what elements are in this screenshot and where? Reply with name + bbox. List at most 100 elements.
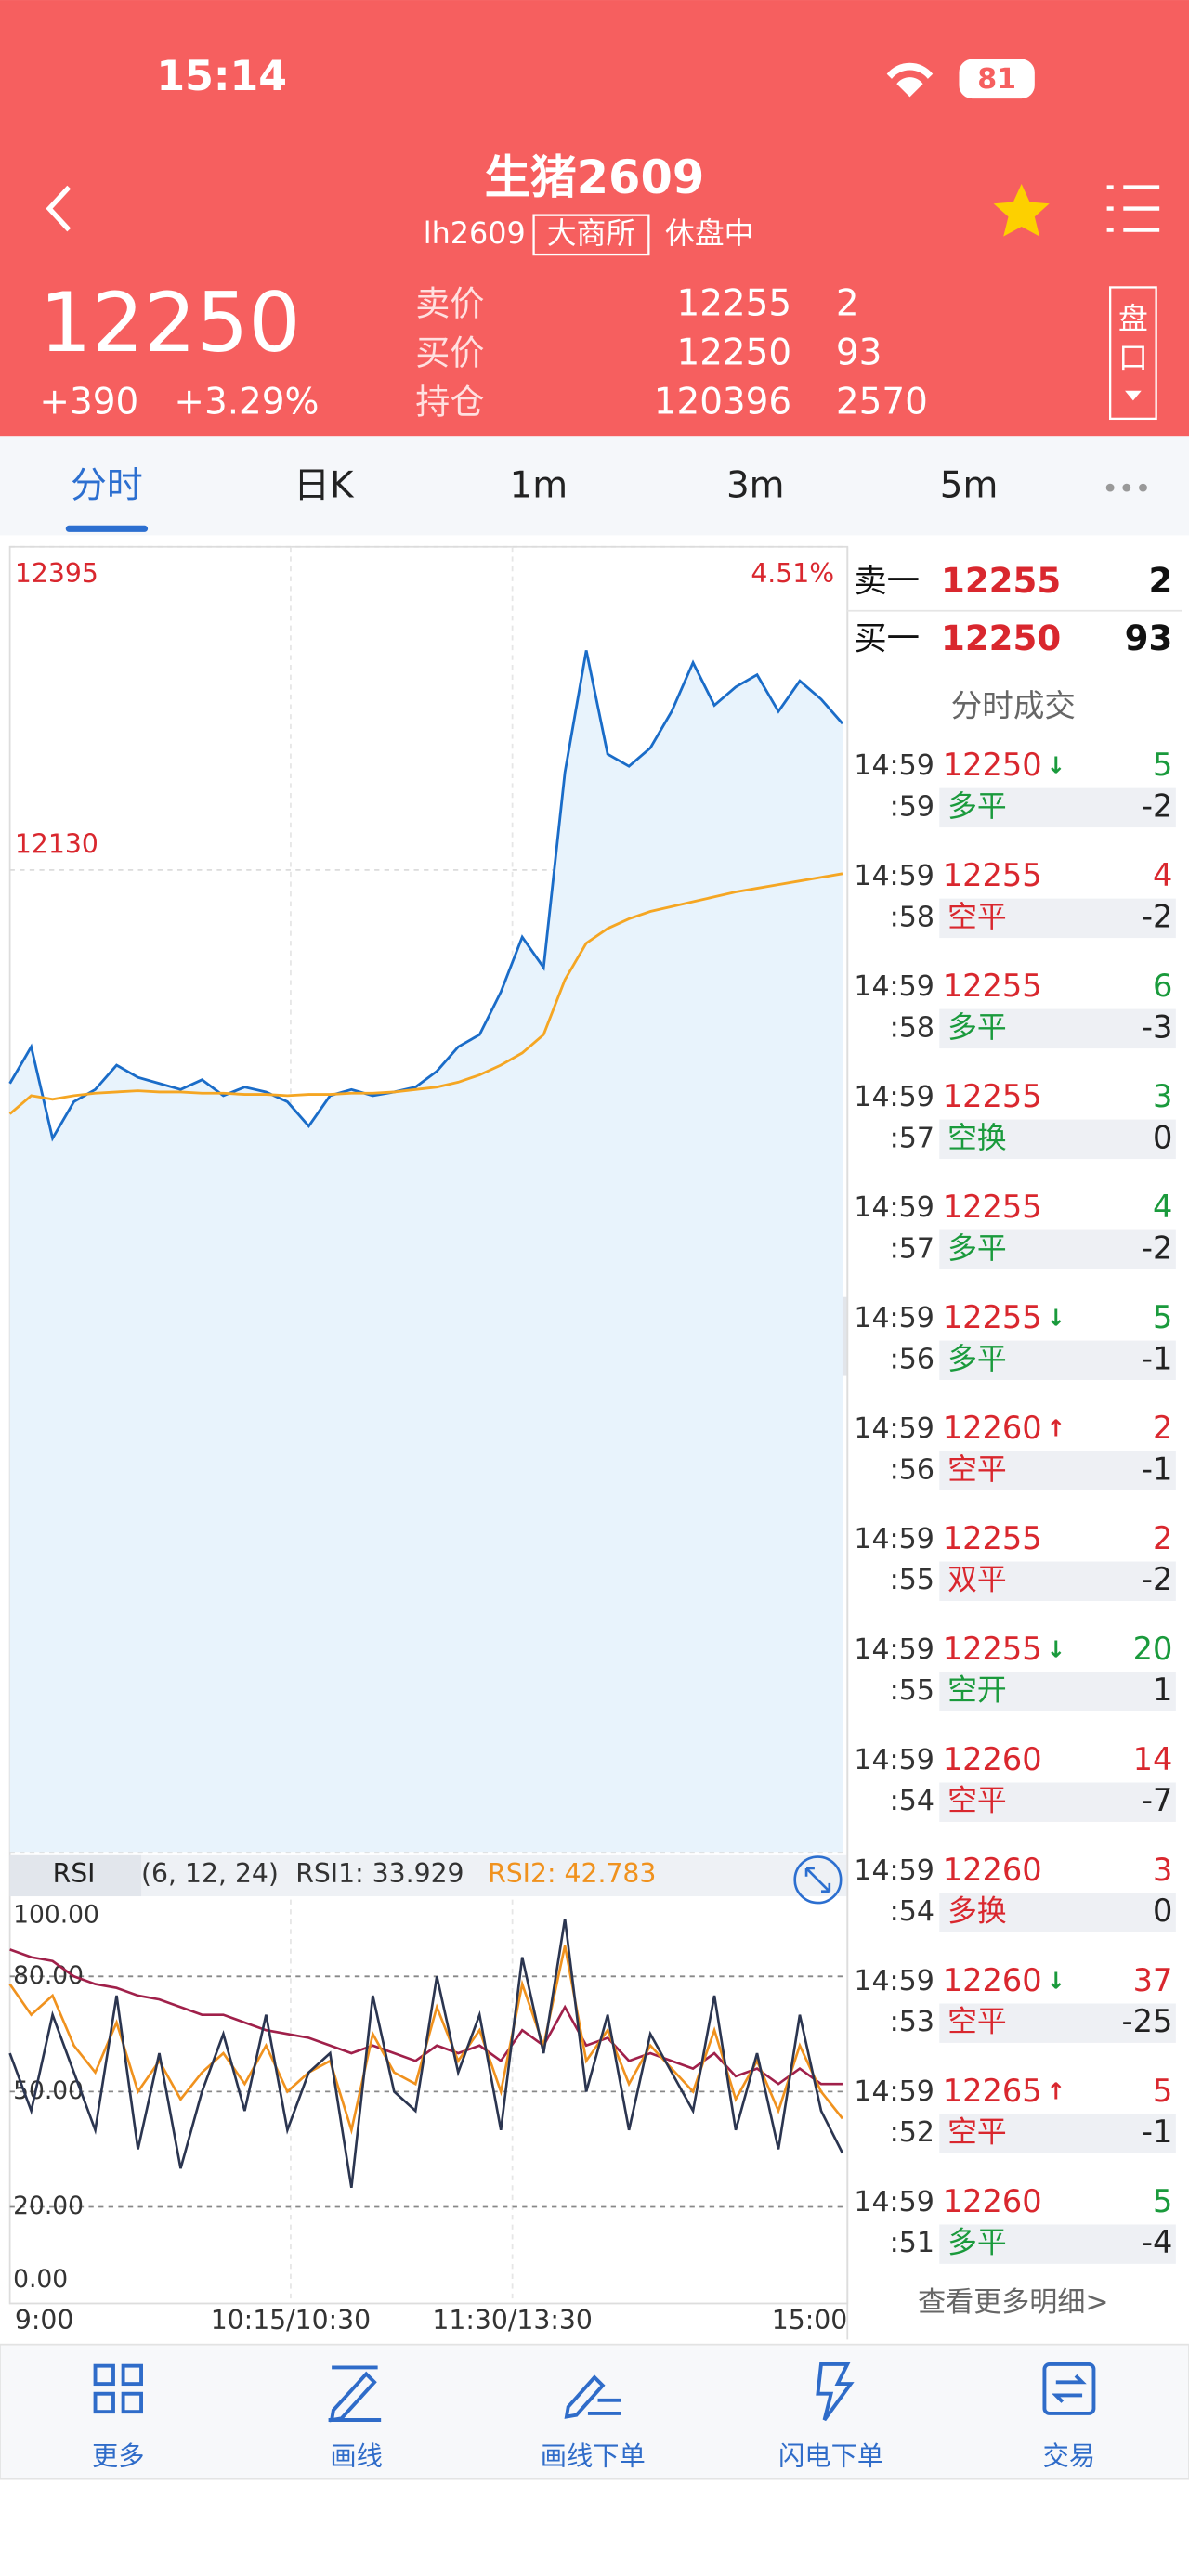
- title: 生猪2609: [485, 150, 705, 204]
- trade-row-bg: [939, 787, 1176, 828]
- panel-button-label: 盘: [1118, 301, 1148, 336]
- quote-value: 120396: [654, 381, 791, 423]
- trade-type: 空平: [947, 2114, 1007, 2150]
- rsi-readout: RSI2: 42.783: [488, 1858, 656, 1889]
- trade-time: 14:59: [854, 749, 934, 782]
- tab[interactable]: 分时: [71, 465, 143, 507]
- menu-button[interactable]: [1106, 185, 1160, 232]
- favorite-star[interactable]: [993, 184, 1050, 237]
- trade-volume: 37: [1133, 1962, 1173, 1998]
- trade-volume: 5: [1153, 747, 1172, 783]
- trade-second: :55: [890, 1564, 934, 1596]
- trade-type: 多平: [947, 2225, 1007, 2260]
- market-state: 休盘中: [665, 215, 753, 251]
- trade-volume: 2: [1153, 1520, 1172, 1556]
- trade-price: 12260: [943, 1410, 1042, 1446]
- trade-price: 12255: [943, 1520, 1042, 1556]
- tab[interactable]: 1m: [510, 465, 568, 507]
- pct-label: 4.51%: [751, 558, 834, 589]
- trade-type: 多换: [947, 1893, 1007, 1929]
- trade-volume: 3: [1153, 1852, 1172, 1888]
- rsi-tick-label: 20.00: [13, 2192, 84, 2220]
- trade-arrow: ↓: [1046, 752, 1065, 779]
- panel-arrow: [1125, 390, 1142, 401]
- trade-time: 14:59: [854, 1744, 934, 1776]
- nav-item[interactable]: 更多: [92, 2441, 145, 2472]
- trade-time: 14:59: [854, 1191, 934, 1224]
- tab[interactable]: 5m: [940, 465, 999, 507]
- tab-underline: [65, 525, 149, 532]
- exchange: 大商所: [547, 215, 635, 251]
- trade-time: 14:59: [854, 1081, 934, 1113]
- book-label: 卖一: [854, 563, 920, 601]
- trade-type: 空平: [947, 899, 1007, 934]
- trade-time: 14:59: [854, 1633, 934, 1666]
- trade-row-bg: [939, 1561, 1176, 1601]
- quote-value: 12255: [676, 282, 791, 324]
- trade-change: -2: [1142, 1561, 1172, 1597]
- trade-second: :54: [890, 1895, 934, 1928]
- tab[interactable]: 日K: [294, 465, 355, 507]
- trade-change: 1: [1153, 1672, 1172, 1708]
- trade-second: :51: [890, 2227, 934, 2259]
- trade-second: :54: [890, 1785, 934, 1817]
- price-area: [9, 650, 843, 1853]
- trade-row-bg: [939, 1893, 1176, 1932]
- quote-value: 12250: [676, 332, 791, 373]
- more-link[interactable]: 查看更多明细>: [918, 2286, 1108, 2319]
- trade-change: 0: [1153, 1893, 1172, 1929]
- trade-type: 多平: [947, 1009, 1007, 1045]
- trade-price: 12260: [943, 1852, 1042, 1888]
- trade-price: 12260: [943, 2183, 1042, 2219]
- trade-time: 14:59: [854, 1412, 934, 1445]
- trade-type: 空平: [947, 2004, 1007, 2039]
- trade-price: 12250: [943, 747, 1042, 783]
- rsi-tick-label: 0.00: [13, 2265, 68, 2294]
- trade-second: :56: [890, 1453, 934, 1486]
- tab-more[interactable]: [1105, 483, 1147, 492]
- panel-button[interactable]: [1108, 286, 1157, 421]
- rsi-header-bg: [9, 1854, 848, 1897]
- trade-second: :57: [890, 1232, 934, 1265]
- trade-row-bg: [939, 1119, 1176, 1160]
- trade-volume: 5: [1153, 1299, 1172, 1335]
- trade-type: 空平: [947, 1783, 1007, 1818]
- book-label: 买一: [854, 620, 920, 658]
- tab[interactable]: 3m: [726, 465, 785, 507]
- trade-second: :53: [890, 2006, 934, 2038]
- rsi-params: (6, 12, 24): [141, 1858, 279, 1889]
- nav-item[interactable]: 交易: [1043, 2441, 1096, 2472]
- quote-qty: 2: [836, 282, 859, 324]
- status-time: 15:14: [156, 53, 287, 100]
- nav-item[interactable]: 画线: [330, 2441, 383, 2472]
- nav-item[interactable]: 画线下单: [541, 2441, 646, 2472]
- back-button[interactable]: [46, 185, 72, 232]
- trade-price: 12255: [943, 1189, 1042, 1225]
- trade-type: 空平: [947, 1451, 1007, 1487]
- trade-change: -2: [1142, 787, 1172, 824]
- tab-bar: [0, 436, 1189, 536]
- price-change-pct: +3.29%: [174, 381, 319, 423]
- trade-volume: 20: [1133, 1631, 1173, 1667]
- trade-row-bg: [939, 1672, 1176, 1711]
- book-qty: 93: [1125, 618, 1173, 658]
- trade-time: 14:59: [854, 860, 934, 892]
- trade-type: 多平: [947, 1230, 1007, 1266]
- trade-second: :59: [890, 790, 934, 823]
- quote-qty: 2570: [836, 381, 928, 423]
- last-price: 12250: [39, 275, 300, 371]
- expand-icon: [804, 1867, 831, 1893]
- trade-type: 空开: [947, 1672, 1007, 1708]
- trade-row-bg: [939, 1340, 1176, 1381]
- nav-item[interactable]: 闪电下单: [778, 2441, 883, 2472]
- trade-arrow: ↑: [1046, 2077, 1065, 2104]
- trade-row-bg: [939, 1782, 1176, 1822]
- expand-button[interactable]: [793, 1855, 843, 1905]
- rsi-tab[interactable]: [9, 1854, 142, 1897]
- trade-type: 空换: [947, 1120, 1007, 1155]
- quote-label: 持仓: [415, 382, 484, 422]
- trade-price: 12255: [943, 857, 1042, 893]
- battery-icon: [959, 59, 1035, 99]
- trade-change: -25: [1121, 2003, 1172, 2039]
